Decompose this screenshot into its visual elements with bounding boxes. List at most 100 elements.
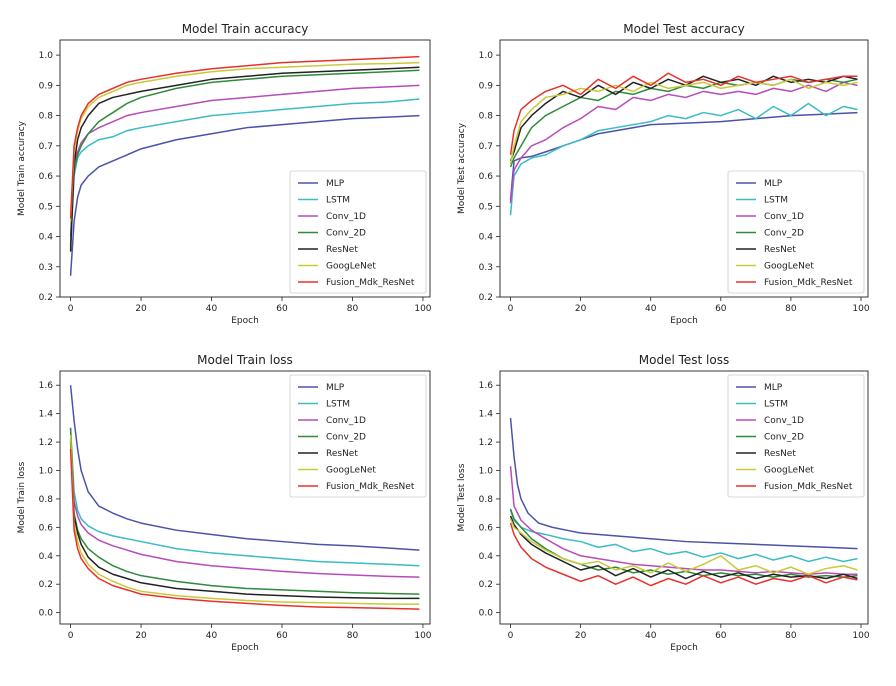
test-loss-legend-box xyxy=(727,374,865,498)
test-accuracy-ytick-label: 0.7 xyxy=(479,142,493,152)
train-loss-xtick-label: 80 xyxy=(347,631,359,641)
train-loss-legend-label: GoogLeNet xyxy=(326,466,376,476)
test-accuracy-ytick-label: 0.3 xyxy=(479,263,493,273)
test-loss-legend: MLP LSTM Conv_1D Conv_2D ResNet GoogLeNet Fusi… xyxy=(727,374,865,498)
train-loss-series-conv-1d xyxy=(69,439,420,578)
train-accuracy-axes-frame xyxy=(59,39,431,298)
test-loss-xtick-label: 100 xyxy=(852,631,869,641)
train-accuracy-title: Model Train accuracy xyxy=(182,22,309,36)
train-accuracy-legend-label: MLP xyxy=(326,179,345,189)
train-loss-legend-label: MLP xyxy=(326,383,345,393)
test-accuracy-ylabel: Model Test accuracy xyxy=(457,122,467,214)
train-accuracy-ytick-label: 0.6 xyxy=(39,172,54,182)
train-loss-ytick-label: 0.8 xyxy=(39,495,54,505)
test-accuracy-ytick-label: 0.6 xyxy=(479,172,494,182)
test-loss-xtick-label: 40 xyxy=(645,631,657,641)
train-accuracy-xtick-label: 60 xyxy=(276,304,288,314)
test-loss-ytick-label: 0.0 xyxy=(479,609,494,619)
test-loss-axes-frame xyxy=(499,370,869,625)
train-loss-series-googlenet xyxy=(69,434,420,605)
test-loss-legend-label: LSTM xyxy=(764,400,788,410)
test-accuracy-ytick-label: 1.0 xyxy=(479,51,494,61)
train-accuracy-ytick-label: 0.9 xyxy=(39,81,54,91)
test-loss-legend-label: GoogLeNet xyxy=(764,466,814,476)
train-loss-legend-box xyxy=(289,374,427,498)
test-accuracy-legend-box xyxy=(727,170,865,294)
test-accuracy-series-conv-2d xyxy=(509,78,858,168)
test-loss-ytick-label: 1.4 xyxy=(479,410,494,420)
train-accuracy-series-googlenet xyxy=(69,61,420,222)
test-accuracy-title: Model Test accuracy xyxy=(623,22,744,36)
test-accuracy-legend-label: Conv_2D xyxy=(764,229,804,239)
train-loss-xtick-label: 100 xyxy=(414,631,431,641)
test-accuracy-legend-label: GoogLeNet xyxy=(764,262,814,272)
train-loss-legend-label: Conv_2D xyxy=(326,433,366,443)
test-loss-ylabel: Model Test loss xyxy=(457,463,467,531)
train-accuracy-series-conv-1d xyxy=(69,84,420,237)
test-accuracy-legend-label: ResNet xyxy=(764,245,796,255)
train-loss-ytick-label: 0.2 xyxy=(39,580,53,590)
test-accuracy-xtick-label: 60 xyxy=(715,304,727,314)
test-accuracy-series-conv-1d xyxy=(509,81,858,204)
test-accuracy-ytick-label: 0.8 xyxy=(479,112,494,122)
train-accuracy-series-conv-2d xyxy=(69,69,420,246)
test-loss-ytick-label: 0.4 xyxy=(479,552,494,562)
test-loss-legend-label: ResNet xyxy=(764,449,796,459)
test-accuracy-xlabel: Epoch xyxy=(670,316,698,326)
train-loss-xlabel: Epoch xyxy=(231,643,259,653)
test-accuracy-xtick-label: 0 xyxy=(508,304,514,314)
train-loss-ytick-label: 1.0 xyxy=(39,466,54,476)
test-accuracy-ytick-label: 0.5 xyxy=(479,202,493,212)
test-loss-xlabel: Epoch xyxy=(670,643,698,653)
test-accuracy-ytick-label: 0.2 xyxy=(479,293,493,303)
train-accuracy-xlabel: Epoch xyxy=(231,316,259,326)
train-accuracy-xtick-label: 0 xyxy=(68,304,74,314)
train-accuracy-xtick-label: 100 xyxy=(414,304,431,314)
test-loss-series-conv-1d xyxy=(509,466,858,576)
test-loss-series-lstm xyxy=(509,510,858,563)
train-loss-ytick-label: 0.0 xyxy=(39,609,54,619)
train-accuracy-legend-label: Fusion_Mdk_ResNet xyxy=(326,278,415,288)
train-loss-ylabel: Model Train loss xyxy=(17,461,27,533)
test-loss-ytick-label: 0.2 xyxy=(479,580,493,590)
test-accuracy-series-googlenet xyxy=(509,78,858,165)
test-accuracy-ytick-label: 0.9 xyxy=(479,81,494,91)
train-accuracy-xtick-label: 20 xyxy=(135,304,147,314)
test-loss-xtick-label: 60 xyxy=(715,631,727,641)
test-accuracy-xtick-label: 80 xyxy=(785,304,797,314)
train-loss-legend-label: Conv_1D xyxy=(326,416,366,426)
train-accuracy-ytick-label: 0.4 xyxy=(39,233,54,243)
train-accuracy-series-fusion-mdk-resnet xyxy=(69,55,420,219)
test-loss-legend-label: Conv_2D xyxy=(764,433,804,443)
test-loss-ytick-label: 0.8 xyxy=(479,495,494,505)
test-accuracy-series-mlp xyxy=(509,111,858,201)
test-accuracy-series-resnet xyxy=(509,75,858,162)
test-accuracy-chart: Model Test accuracy 0 20 40 60 80 100 0.2 0.3 0.4… xyxy=(457,22,870,326)
train-accuracy-legend: MLP LSTM Conv_1D Conv_2D ResNet GoogLeNet Fusi… xyxy=(289,170,427,294)
train-accuracy-ytick-label: 0.2 xyxy=(39,293,53,303)
test-loss-xtick-label: 0 xyxy=(508,631,514,641)
test-loss-legend-label: Fusion_Mdk_ResNet xyxy=(764,482,853,492)
test-accuracy-xtick-label: 100 xyxy=(852,304,869,314)
train-loss-ytick-label: 1.2 xyxy=(39,438,53,448)
test-loss-ytick-label: 0.6 xyxy=(479,523,494,533)
test-accuracy-ytick-label: 0.4 xyxy=(479,233,494,243)
train-accuracy-legend-label: LSTM xyxy=(326,196,350,206)
train-loss-xtick-label: 60 xyxy=(276,631,288,641)
test-accuracy-legend-label: MLP xyxy=(764,179,783,189)
train-loss-legend-label: Fusion_Mdk_ResNet xyxy=(326,482,415,492)
train-accuracy-series-resnet xyxy=(69,66,420,252)
train-loss-legend: MLP LSTM Conv_1D Conv_2D ResNet GoogLeNet Fusi… xyxy=(289,374,427,498)
test-loss-title: Model Test loss xyxy=(639,353,729,367)
train-accuracy-ytick-label: 0.7 xyxy=(39,142,53,152)
train-loss-ytick-label: 0.4 xyxy=(39,552,54,562)
train-loss-axes-frame xyxy=(59,370,431,625)
test-loss-ytick-label: 1.0 xyxy=(479,466,494,476)
test-accuracy-series-fusion-mdk-resnet xyxy=(509,72,858,156)
test-loss-legend-label: MLP xyxy=(764,383,783,393)
train-accuracy-legend-label: Conv_1D xyxy=(326,212,366,222)
test-accuracy-legend: MLP LSTM Conv_1D Conv_2D ResNet GoogLeNet Fusi… xyxy=(727,170,865,294)
train-accuracy-legend-label: GoogLeNet xyxy=(326,262,376,272)
train-loss-series-mlp xyxy=(69,385,420,551)
train-accuracy-legend-label: ResNet xyxy=(326,245,358,255)
